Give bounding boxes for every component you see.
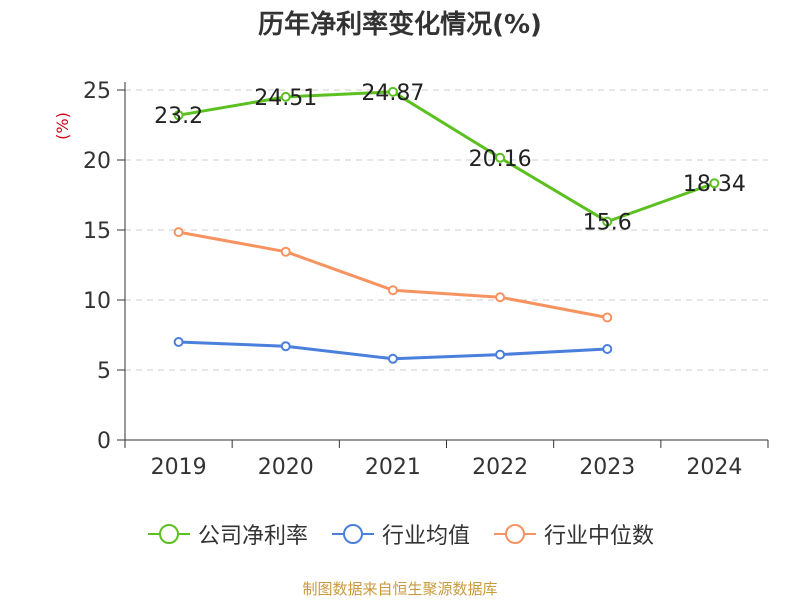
- x-tick-label-2020: 2020: [258, 455, 314, 480]
- series-2-point-2020: [280, 246, 291, 257]
- legend-label-industry-median: 行业中位数: [544, 524, 655, 549]
- series-2-point-2023: [602, 312, 613, 323]
- x-tick-label-2019: 2019: [151, 455, 207, 480]
- legend-label-company: 公司净利率: [197, 524, 308, 549]
- y-tick-label-0: 0: [97, 429, 111, 454]
- series-1-point-2020: [280, 341, 291, 352]
- legend-marker-company: [147, 524, 190, 544]
- series-line-2: [178, 230, 608, 319]
- series-0-point-2022: [495, 152, 506, 163]
- y-tick-label-20: 20: [83, 149, 111, 174]
- legend-item-industry-mean[interactable]: 行业均值: [330, 518, 470, 550]
- series-0-point-2021: [387, 86, 398, 97]
- legend: 公司净利率 行业均值 行业中位数: [0, 518, 800, 550]
- label-layer: 23.2 24.51 24.87 20.16 15.6 18.34: [154, 81, 746, 236]
- data-label-2020: 24.51: [254, 86, 317, 111]
- series-0-point-2020: [280, 91, 291, 102]
- axis-layer: 0 5 10 15 20 25 (%) 2019 2020 2021 2022 2023 2024: [53, 79, 769, 480]
- y-axis-title: (%): [53, 112, 72, 140]
- x-tick-label-2023: 2023: [579, 455, 635, 480]
- x-tick-label-2024: 2024: [686, 455, 742, 480]
- series-1-point-2023: [602, 344, 613, 354]
- series-2-point-2019: [173, 227, 184, 238]
- data-label-2024: 18.34: [683, 172, 746, 197]
- series-line-0: [178, 90, 715, 224]
- data-label-2021: 24.87: [361, 81, 424, 106]
- series-1-point-2022: [495, 349, 506, 360]
- series-layer: [173, 86, 720, 364]
- source-note: 制图数据来自恒生聚源数据库: [302, 580, 498, 598]
- y-tick-label-15: 15: [83, 219, 111, 244]
- legend-item-industry-median[interactable]: 行业中位数: [492, 518, 654, 550]
- legend-marker-industry-median: [494, 524, 536, 544]
- y-tick-label-10: 10: [83, 289, 111, 314]
- series-2-point-2021: [387, 285, 398, 296]
- y-tick-label-5: 5: [97, 359, 111, 384]
- chart-title: 历年净利率变化情况(%): [258, 10, 542, 40]
- series-1-point-2021: [387, 353, 398, 364]
- legend-label-industry-mean: 行业均值: [381, 524, 470, 549]
- x-tick-label-2022: 2022: [472, 455, 528, 480]
- y-tick-label-25: 25: [83, 79, 111, 104]
- legend-item-company[interactable]: 公司净利率: [146, 518, 308, 550]
- series-0-point-2019: [173, 110, 184, 121]
- series-2-point-2022: [495, 292, 506, 303]
- series-0-point-2024: [709, 178, 720, 189]
- data-label-2019: 23.2: [154, 104, 203, 129]
- grid-layer: [125, 89, 768, 371]
- data-label-2023: 15.6: [583, 211, 632, 236]
- series-1-point-2019: [173, 337, 184, 347]
- series-0-point-2023: [602, 216, 613, 227]
- legend-marker-industry-mean: [331, 524, 374, 544]
- x-tick-label-2021: 2021: [365, 455, 421, 480]
- data-label-2022: 20.16: [469, 147, 532, 172]
